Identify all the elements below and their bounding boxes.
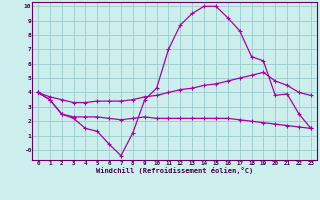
X-axis label: Windchill (Refroidissement éolien,°C): Windchill (Refroidissement éolien,°C) — [96, 167, 253, 174]
